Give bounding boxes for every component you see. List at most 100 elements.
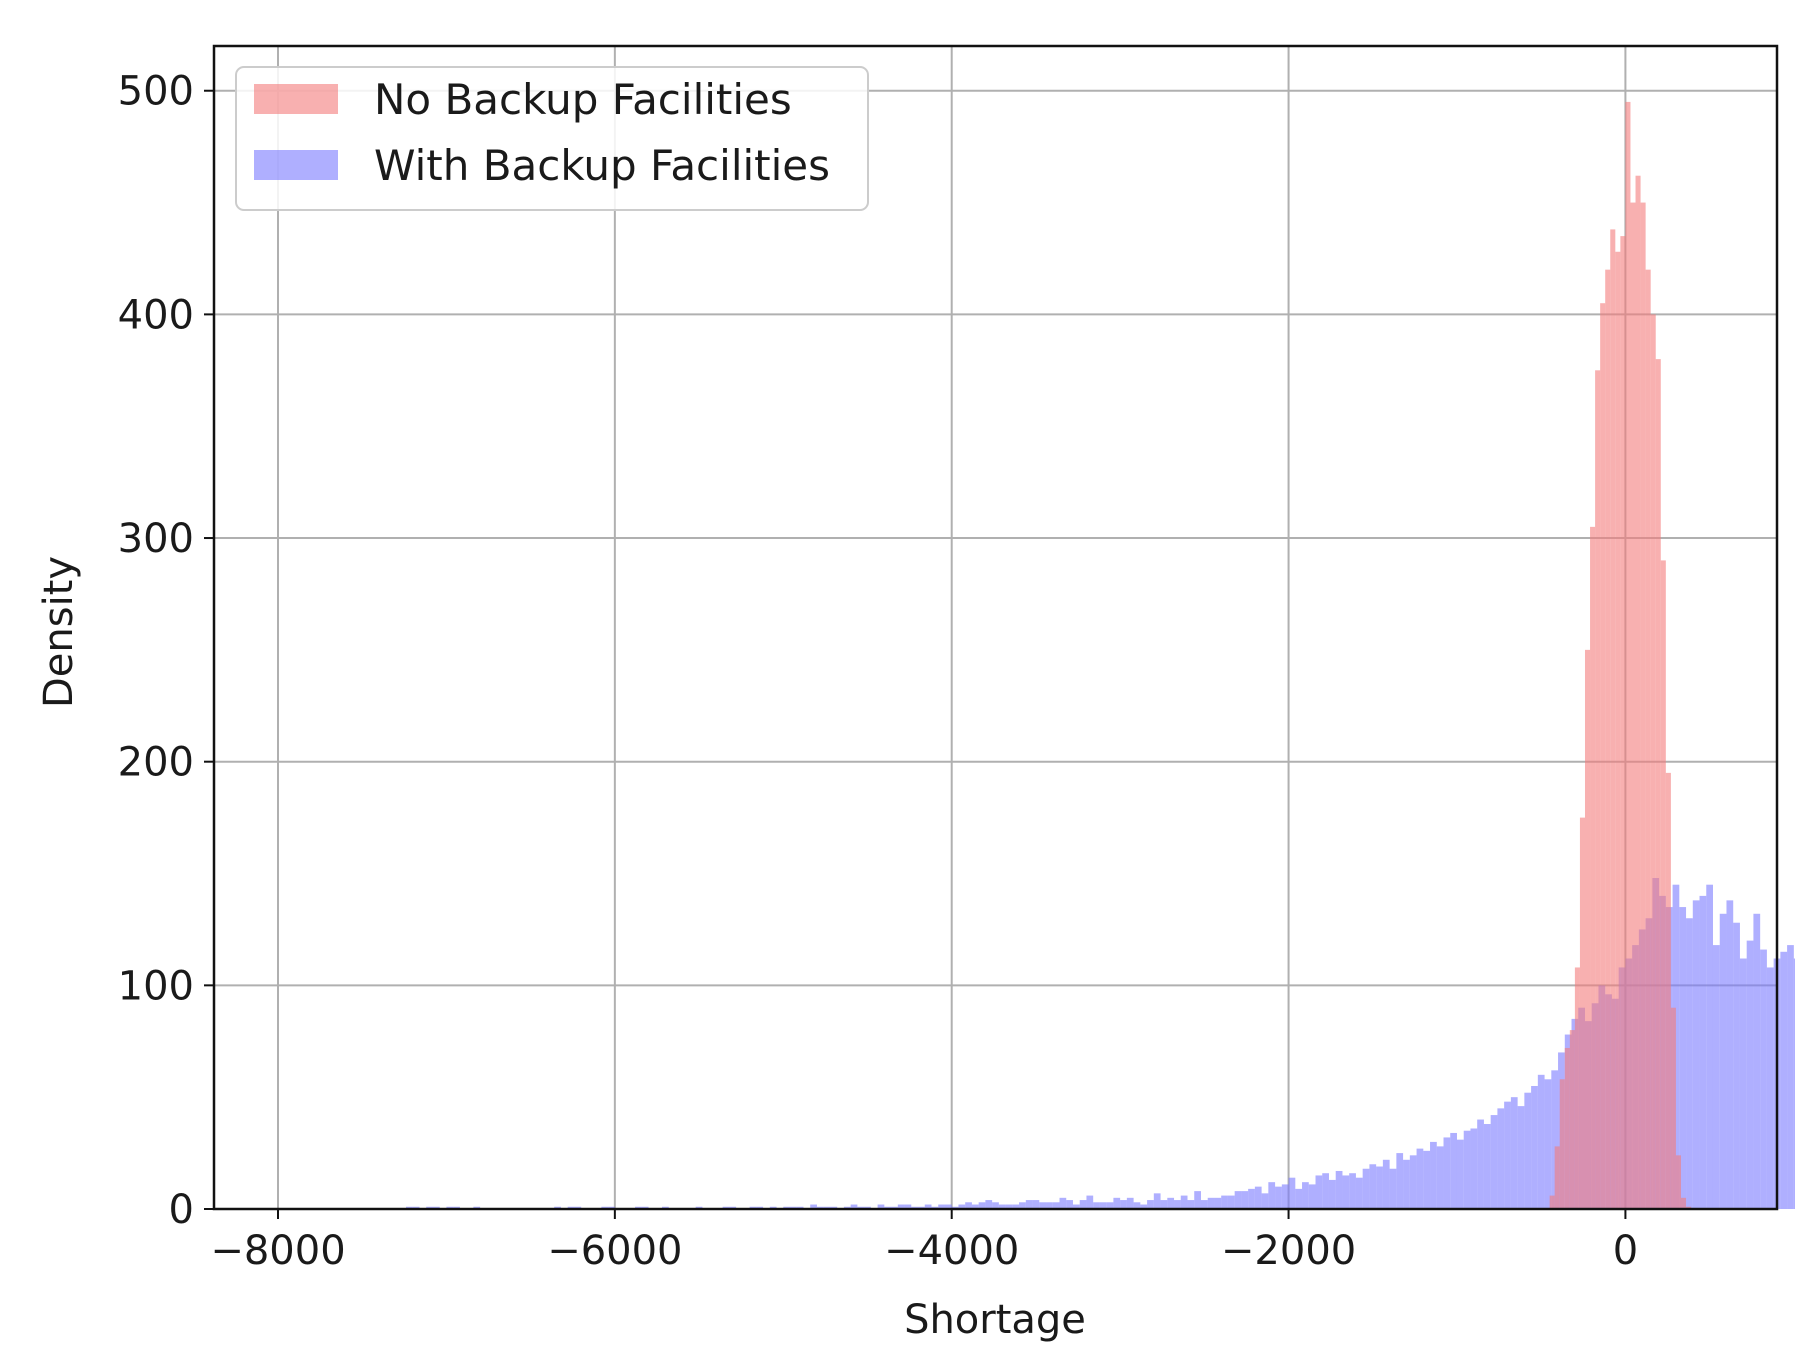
legend-label-no-backup: No Backup Facilities — [374, 75, 792, 124]
histogram-bar — [978, 1202, 986, 1209]
x-tick-label: −4000 — [884, 1228, 1019, 1274]
histogram-bar — [1126, 1197, 1134, 1209]
histogram-bar — [1574, 967, 1580, 1209]
x-tick-label: −8000 — [210, 1228, 345, 1274]
histogram-bar — [1194, 1191, 1201, 1209]
x-tick-label: −2000 — [1221, 1228, 1356, 1274]
histogram-bar — [1362, 1168, 1370, 1209]
y-tick-label: 300 — [118, 516, 194, 562]
histogram-bar — [1610, 229, 1616, 1210]
histogram-bar — [1409, 1155, 1417, 1209]
histogram-bar — [1564, 1047, 1570, 1209]
histogram-bar — [1679, 907, 1687, 1209]
histogram-bar — [1760, 949, 1767, 1209]
histogram-bar — [1342, 1175, 1350, 1209]
histogram-bar — [1780, 951, 1788, 1209]
histogram-bar — [1160, 1200, 1168, 1209]
histogram-bar — [1706, 884, 1713, 1209]
histogram-bar — [1349, 1173, 1356, 1209]
histogram-bar — [1477, 1119, 1484, 1209]
histogram-bar — [1093, 1202, 1100, 1209]
histogram-bar — [1726, 900, 1734, 1209]
histogram-bar — [1335, 1170, 1343, 1209]
histogram-bar — [1328, 1179, 1336, 1209]
histogram-bar — [1254, 1186, 1262, 1209]
histogram-bar — [1025, 1200, 1033, 1209]
histogram-bar — [1719, 913, 1727, 1209]
histogram-bar — [1423, 1150, 1431, 1209]
histogram-bar — [1605, 269, 1611, 1210]
histogram-bar — [1551, 1070, 1559, 1209]
y-tick-label: 100 — [118, 963, 194, 1009]
histogram-bar — [1559, 1079, 1565, 1209]
histogram-bar — [1382, 1159, 1390, 1209]
histogram-bar — [1052, 1202, 1060, 1209]
histogram-bar — [1650, 314, 1656, 1209]
axis-ticks: −8000 −6000 −4000 −2000 0 0 100 200 300 400 500 — [118, 69, 1639, 1274]
histogram-bar — [1403, 1159, 1410, 1209]
histogram-bar — [1665, 772, 1671, 1209]
histogram-bar — [1059, 1197, 1067, 1209]
histogram-bar — [1099, 1202, 1107, 1209]
histogram-bar — [1039, 1202, 1047, 1209]
histogram-bar — [1733, 922, 1740, 1209]
histogram-bar — [1675, 1155, 1681, 1209]
histogram-bar — [1549, 1195, 1555, 1209]
histogram-bar — [1079, 1200, 1087, 1209]
histogram-bar — [1680, 1197, 1687, 1209]
histogram-bar — [1584, 649, 1591, 1209]
histogram-bar — [1483, 1124, 1491, 1209]
histogram-bar — [1787, 945, 1794, 1209]
histogram-bar — [897, 1204, 905, 1209]
histogram-bar — [1510, 1097, 1518, 1209]
histogram-bar — [1590, 526, 1596, 1209]
histogram-bar — [1120, 1200, 1127, 1209]
histogram-bar — [1355, 1177, 1363, 1209]
histogram-bar — [1302, 1182, 1309, 1209]
histogram-bar — [1174, 1200, 1181, 1209]
histogram-bar — [1416, 1148, 1424, 1209]
histogram-bar — [1072, 1204, 1080, 1209]
histogram-bar — [1187, 1200, 1195, 1209]
histogram-bar — [1281, 1184, 1289, 1209]
histogram-bar — [1660, 560, 1666, 1209]
histogram-bars — [406, 101, 1795, 1210]
histogram-bar — [1012, 1204, 1020, 1209]
histogram-bar — [1537, 1074, 1545, 1209]
histogram-bar — [1579, 817, 1585, 1209]
histogram-bar — [1635, 175, 1641, 1209]
y-tick-label: 0 — [169, 1187, 194, 1233]
legend-box — [235, 66, 869, 211]
histogram-bar — [810, 1204, 817, 1209]
histogram-bar — [1046, 1202, 1053, 1209]
histogram-bar — [1066, 1200, 1073, 1209]
histogram-bar — [1600, 303, 1606, 1210]
y-tick-label: 500 — [118, 69, 194, 115]
histogram-bar — [1739, 958, 1747, 1209]
histogram-bar — [1207, 1197, 1215, 1209]
histogram-bar — [1113, 1197, 1121, 1209]
histogram-bar — [1288, 1177, 1296, 1209]
histogram-bar — [1746, 940, 1754, 1209]
legend-label-with-backup: With Backup Facilities — [374, 141, 830, 190]
histogram-bar — [1241, 1191, 1249, 1209]
histogram-bar — [924, 1204, 932, 1209]
histogram-bar — [1443, 1137, 1451, 1209]
histogram-bar — [1376, 1166, 1383, 1209]
histogram-bar — [1793, 958, 1795, 1209]
histogram-bar — [1322, 1173, 1329, 1209]
histogram-bar — [1019, 1202, 1026, 1209]
plot-frame — [212, 44, 1779, 1211]
histogram-bar — [944, 1204, 952, 1209]
histogram-bar — [1436, 1146, 1444, 1209]
histogram-bar — [1497, 1108, 1505, 1209]
histogram-bar — [1554, 1146, 1560, 1209]
histogram-bar — [1275, 1186, 1282, 1209]
histogram-bar — [1595, 370, 1601, 1209]
histogram-bar — [1655, 359, 1661, 1210]
y-tick-label: 400 — [118, 292, 194, 338]
histogram-bar — [1214, 1197, 1222, 1209]
histogram-bar — [1517, 1106, 1525, 1209]
histogram-bar — [971, 1204, 979, 1209]
histogram-bar — [1227, 1195, 1235, 1209]
